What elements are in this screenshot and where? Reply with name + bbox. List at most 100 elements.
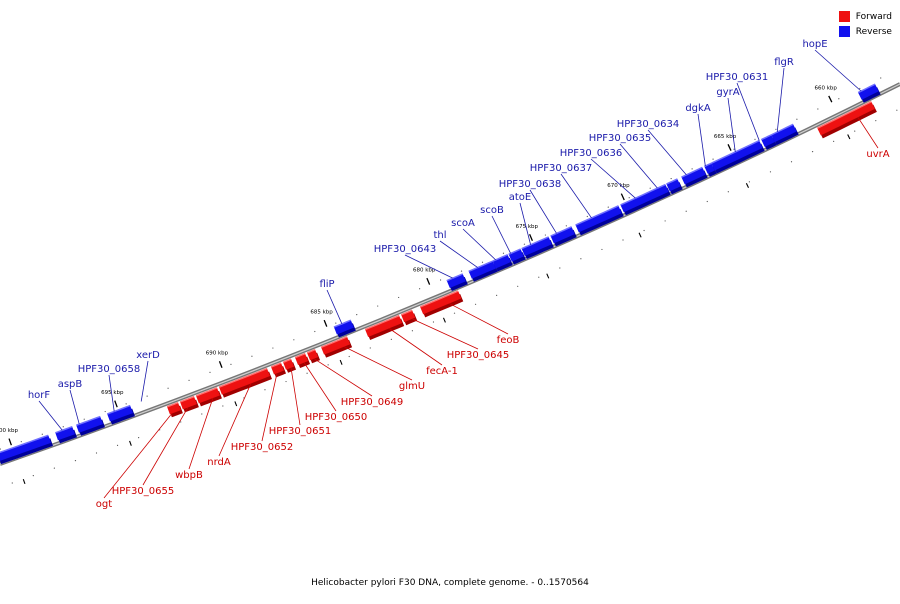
inner-tick bbox=[442, 317, 446, 323]
minor-tick bbox=[285, 380, 287, 383]
minor-tick bbox=[754, 138, 756, 140]
gene-glmu[interactable] bbox=[320, 336, 353, 358]
gene-nrda[interactable] bbox=[218, 367, 272, 398]
gene-thl[interactable] bbox=[468, 260, 498, 282]
gene-label-scob: scoB bbox=[480, 205, 504, 216]
gene-hpf30-0636[interactable] bbox=[620, 183, 671, 216]
legend-reverse-swatch bbox=[838, 26, 850, 37]
tick-label: 690 kbp bbox=[206, 351, 229, 357]
gene-block bbox=[711, 140, 763, 171]
minor-tick bbox=[796, 118, 798, 120]
minor-tick bbox=[875, 120, 877, 122]
tick-mark bbox=[529, 234, 534, 241]
minor-tick bbox=[188, 379, 190, 381]
gene-leader-line bbox=[261, 373, 278, 442]
minor-tick bbox=[138, 437, 140, 439]
gene-flgr[interactable] bbox=[770, 123, 799, 146]
gene-uvra[interactable] bbox=[816, 100, 877, 139]
minor-tick bbox=[474, 303, 477, 305]
gene-hpf30-0637[interactable] bbox=[575, 205, 624, 236]
minor-tick bbox=[201, 413, 203, 415]
minor-tick bbox=[167, 387, 169, 389]
gene-block bbox=[817, 101, 875, 136]
gene-scoa[interactable] bbox=[492, 254, 513, 272]
gene-hpf30-0655[interactable] bbox=[179, 395, 199, 413]
minor-tick bbox=[811, 151, 814, 153]
gene-leader-line bbox=[38, 400, 63, 431]
gene-leader-line bbox=[647, 129, 687, 176]
gene-block-highlight bbox=[294, 352, 306, 359]
gene-wbpb[interactable] bbox=[195, 387, 222, 407]
inner-tick bbox=[339, 359, 343, 365]
gene-block bbox=[401, 310, 416, 323]
tick-mark bbox=[218, 361, 223, 369]
minor-tick bbox=[691, 168, 693, 170]
gene-label-aspb: aspB bbox=[58, 379, 83, 390]
gene-xerd[interactable] bbox=[106, 404, 135, 425]
minor-tick bbox=[559, 267, 561, 269]
gene-hpf30-0645[interactable] bbox=[400, 309, 418, 326]
minor-tick bbox=[53, 467, 55, 469]
gene-block-highlight bbox=[364, 314, 400, 331]
gene-block bbox=[321, 336, 351, 355]
legend-forward: Forward bbox=[838, 9, 892, 24]
gene-hpf30-0658[interactable] bbox=[76, 415, 105, 436]
minor-tick bbox=[586, 215, 588, 218]
gene-label-scoa: scoA bbox=[451, 218, 475, 229]
gene-label-hpf30-0631: HPF30_0631 bbox=[706, 72, 768, 83]
gene-feob[interactable] bbox=[419, 290, 464, 318]
minor-tick bbox=[32, 475, 34, 477]
inner-tick bbox=[22, 478, 26, 485]
gene-hpf30-0634[interactable] bbox=[681, 166, 708, 188]
minor-tick bbox=[0, 448, 1, 450]
gene-hpf30-0650[interactable] bbox=[294, 352, 311, 369]
gene-leader-line bbox=[290, 367, 301, 426]
minor-tick bbox=[607, 206, 609, 208]
gene-hpf30-0652[interactable] bbox=[270, 362, 287, 378]
gene-block bbox=[180, 396, 197, 410]
minor-tick bbox=[146, 395, 148, 397]
minor-tick bbox=[643, 229, 645, 232]
gene-feca-1[interactable] bbox=[364, 314, 405, 340]
gene-hpf30-0651[interactable] bbox=[282, 358, 297, 373]
gene-leader-line bbox=[857, 117, 879, 149]
gene-leader-line bbox=[814, 49, 862, 92]
minor-tick bbox=[502, 252, 505, 254]
gene-leader-line bbox=[188, 397, 214, 470]
gene-horf[interactable] bbox=[0, 434, 53, 465]
gene-atoe[interactable] bbox=[521, 236, 554, 260]
gene-block bbox=[0, 435, 51, 461]
gene-block bbox=[508, 249, 524, 262]
gene-label-hpf30-0636: HPF30_0636 bbox=[560, 148, 622, 159]
gene-dgka[interactable] bbox=[704, 162, 717, 177]
gene-leader-line bbox=[491, 215, 511, 254]
tick-label: 700 kbp bbox=[0, 428, 18, 434]
minor-tick bbox=[41, 433, 43, 435]
gene-block-highlight bbox=[446, 273, 464, 282]
gene-aspb[interactable] bbox=[55, 425, 77, 444]
tick-label: 675 kbp bbox=[516, 224, 539, 230]
gene-hpf30-0635[interactable] bbox=[666, 178, 683, 195]
gene-leader-line bbox=[388, 328, 443, 366]
gene-hpf30-0638[interactable] bbox=[550, 226, 577, 247]
gene-ogt[interactable] bbox=[166, 401, 183, 418]
gene-gyra[interactable] bbox=[711, 139, 765, 174]
gene-leader-line bbox=[142, 407, 189, 486]
gene-block-highlight bbox=[681, 166, 703, 178]
minor-tick bbox=[230, 363, 232, 365]
legend: Forward Reverse bbox=[838, 9, 892, 39]
tick-mark bbox=[727, 144, 732, 151]
minor-tick bbox=[390, 338, 392, 340]
gene-block bbox=[858, 84, 879, 100]
gene-hpf30-0631[interactable] bbox=[760, 134, 777, 150]
gene-hpf30-0643[interactable] bbox=[446, 273, 468, 292]
gene-leader-line bbox=[519, 202, 531, 245]
gene-block bbox=[666, 178, 681, 192]
minor-tick bbox=[327, 364, 329, 366]
gene-scob[interactable] bbox=[508, 248, 526, 265]
gene-flip[interactable] bbox=[333, 319, 356, 338]
minor-tick bbox=[580, 258, 582, 260]
minor-tick bbox=[293, 339, 295, 341]
minor-tick bbox=[523, 243, 526, 245]
